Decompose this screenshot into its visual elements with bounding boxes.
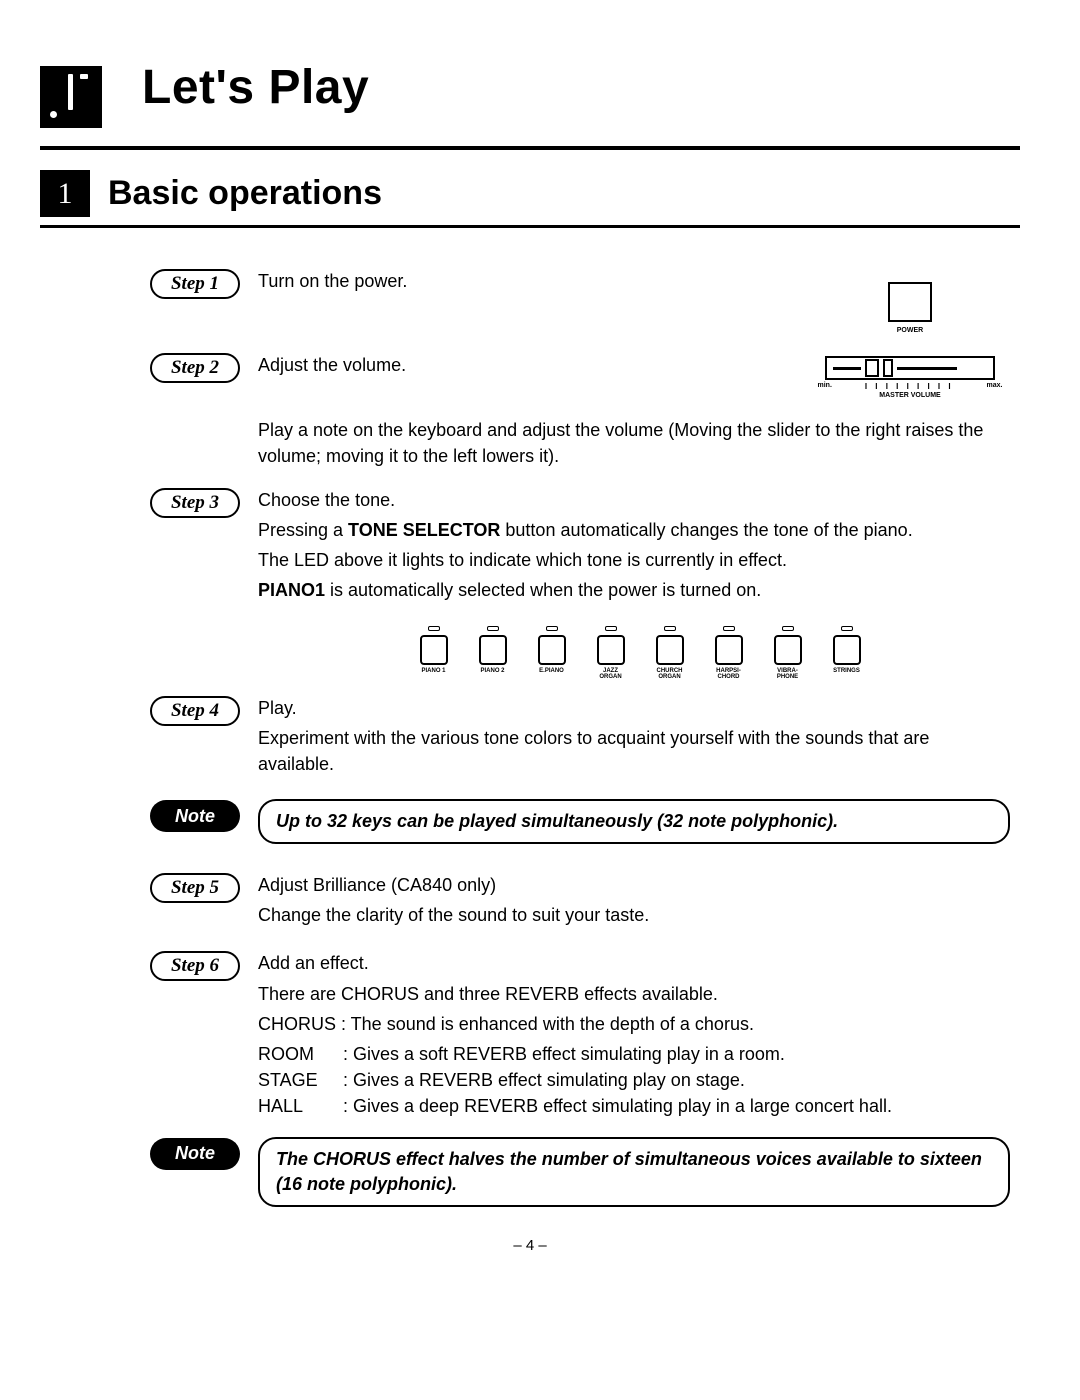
tone-button: E.PIANO: [530, 626, 574, 681]
step-line: Experiment with the various tone colors …: [258, 725, 1010, 777]
step-body: Choose the tone. Pressing a TONE SELECTO…: [258, 487, 1010, 607]
step-badge: Step 6: [150, 951, 240, 981]
step-body: Adjust Brilliance (CA840 only) Change th…: [258, 872, 1010, 932]
volume-master-label: MASTER VOLUME: [825, 392, 995, 399]
tone-selector-graphic: PIANO 1 PIANO 2 E.PIANO JAZZORGAN CHURCHORGA…: [150, 626, 1010, 681]
step-line: Change the clarity of the sound to suit …: [258, 902, 1010, 928]
steps-container: Step 1 Turn on the power. POWER Step 2 A…: [40, 268, 1020, 1207]
step-4: Step 4 Play. Experiment with the various…: [150, 695, 1010, 781]
note-box: The CHORUS effect halves the number of s…: [258, 1137, 1010, 1207]
step-badge: Step 5: [150, 873, 240, 903]
effect-name: ROOM: [258, 1041, 343, 1067]
tone-button: JAZZORGAN: [589, 626, 633, 681]
step-3: Step 3 Choose the tone. Pressing a TONE …: [150, 487, 1010, 607]
step-title: Turn on the power.: [258, 268, 792, 294]
section-header: 1 Basic operations: [40, 170, 1020, 217]
effect-name: STAGE: [258, 1067, 343, 1093]
tone-button: VIBRA-PHONE: [766, 626, 810, 681]
step-body: Play. Experiment with the various tone c…: [258, 695, 1010, 781]
section-number: 1: [40, 170, 90, 217]
effect-desc: : Gives a REVERB effect simulating play …: [343, 1067, 745, 1093]
step-body: Adjust the volume.: [258, 352, 792, 382]
note-box: Up to 32 keys can be played simultaneous…: [258, 799, 1010, 844]
step-title: Add an effect.: [258, 950, 1010, 976]
step-title: Adjust Brilliance (CA840 only): [258, 872, 1010, 898]
step-title: Adjust the volume.: [258, 352, 792, 378]
step-badge: Step 4: [150, 696, 240, 726]
effect-row: ROOM: Gives a soft REVERB effect simulat…: [258, 1041, 1010, 1067]
chapter-title: Let's Play: [142, 60, 369, 115]
note-badge: Note: [150, 1138, 240, 1170]
volume-max: max.: [987, 382, 1003, 391]
tone-button: STRINGS: [825, 626, 869, 681]
tone-button: PIANO 2: [471, 626, 515, 681]
step-badge: Step 2: [150, 353, 240, 383]
volume-slider-icon: [825, 356, 995, 380]
step-line: There are CHORUS and three REVERB effect…: [258, 981, 1010, 1007]
step-body: Add an effect. There are CHORUS and thre…: [258, 950, 1010, 1119]
page-number: – 4 –: [40, 1237, 1020, 1254]
step-6: Step 6 Add an effect. There are CHORUS a…: [150, 950, 1010, 1119]
step-line: CHORUS : The sound is enhanced with the …: [258, 1011, 1010, 1037]
effect-row: STAGE: Gives a REVERB effect simulating …: [258, 1067, 1010, 1093]
chapter-header: Let's Play: [40, 60, 1020, 128]
step-2: Step 2 Adjust the volume. min. I I I I I…: [150, 352, 1010, 399]
step-2-note: Play a note on the keyboard and adjust t…: [150, 417, 1010, 469]
step-5: Step 5 Adjust Brilliance (CA840 only) Ch…: [150, 872, 1010, 932]
step-badge: Step 1: [150, 269, 240, 299]
step-after-text: Play a note on the keyboard and adjust t…: [258, 417, 1010, 469]
section-title: Basic operations: [90, 170, 382, 217]
effect-list: ROOM: Gives a soft REVERB effect simulat…: [258, 1041, 1010, 1119]
step-line: Pressing a TONE SELECTOR button automati…: [258, 517, 1010, 543]
effect-row: HALL: Gives a deep REVERB effect simulat…: [258, 1093, 1010, 1119]
step-title: Choose the tone.: [258, 487, 1010, 513]
power-label: POWER: [897, 327, 923, 334]
power-button-icon: [888, 282, 932, 322]
step-1: Step 1 Turn on the power. POWER: [150, 268, 1010, 334]
tone-button: HARPSI-CHORD: [707, 626, 751, 681]
note-1: Note Up to 32 keys can be played simulta…: [150, 799, 1010, 844]
piano-keys-icon: [40, 66, 102, 128]
effect-desc: : Gives a deep REVERB effect simulating …: [343, 1093, 892, 1119]
section-rule: [40, 225, 1020, 228]
step-line: PIANO1 is automatically selected when th…: [258, 577, 1010, 603]
power-graphic: POWER: [810, 282, 1010, 334]
step-body: Turn on the power.: [258, 268, 792, 298]
volume-graphic: min. I I I I I I I I I max. MASTER VOLUM…: [810, 352, 1010, 399]
step-line: The LED above it lights to indicate whic…: [258, 547, 1010, 573]
tone-button: PIANO 1: [412, 626, 456, 681]
effect-desc: : Gives a soft REVERB effect simulating …: [343, 1041, 785, 1067]
chapter-rule: [40, 146, 1020, 150]
volume-caption: min. I I I I I I I I I max.: [818, 382, 1003, 391]
tone-button: CHURCHORGAN: [648, 626, 692, 681]
effect-name: HALL: [258, 1093, 343, 1119]
volume-min: min.: [818, 382, 832, 391]
note-badge: Note: [150, 800, 240, 832]
step-badge: Step 3: [150, 488, 240, 518]
step-title: Play.: [258, 695, 1010, 721]
note-2: Note The CHORUS effect halves the number…: [150, 1137, 1010, 1207]
